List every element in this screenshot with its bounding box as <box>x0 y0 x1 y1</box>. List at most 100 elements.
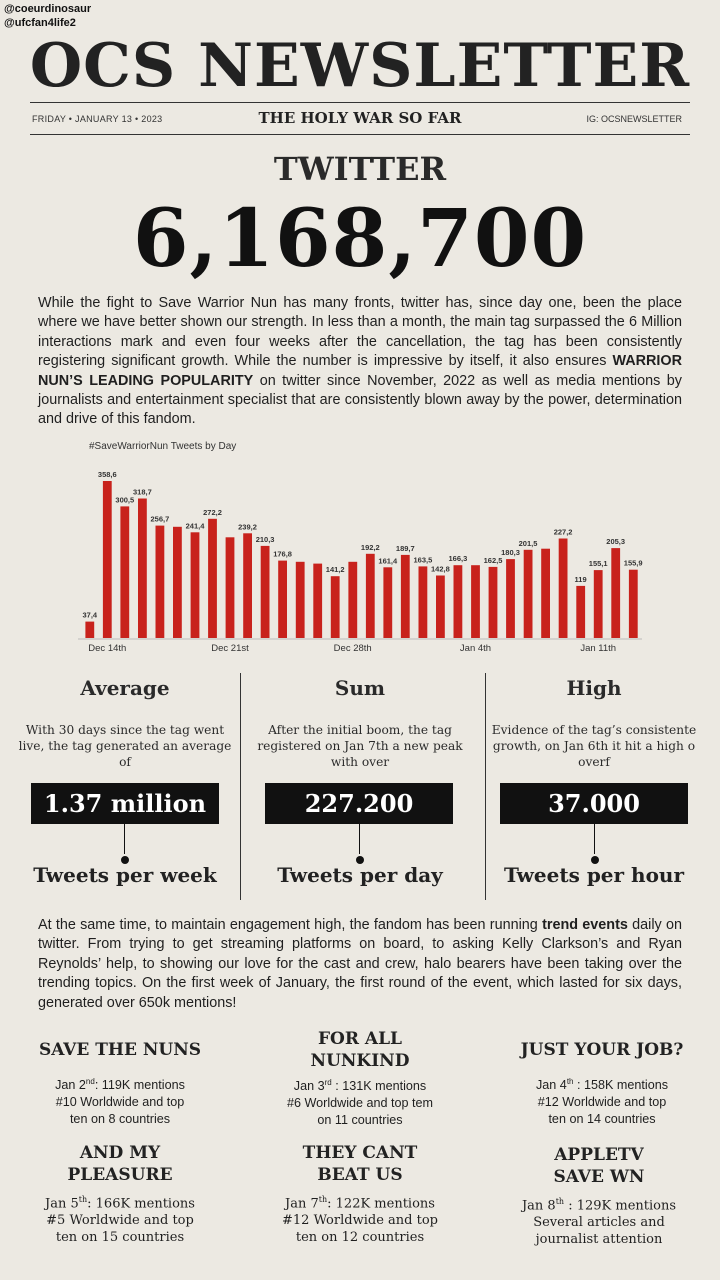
event-mention-count: : 119K mentions <box>94 1078 185 1093</box>
chart-bar <box>436 575 445 638</box>
chart-bar <box>260 545 270 638</box>
event-rank: Several articles and <box>533 1215 665 1231</box>
event-day-suffix: th <box>318 1195 328 1204</box>
section-title: TWITTER <box>273 150 447 188</box>
chart-bar <box>453 565 463 638</box>
event-title: JUST YOUR JOB? <box>520 1040 684 1060</box>
stat-average-unit: Tweets per week <box>33 863 217 887</box>
stat-high-value: 37.000 <box>500 783 688 824</box>
chart-data-label: 166,3 <box>449 554 468 563</box>
event-day-suffix: nd <box>85 1077 95 1086</box>
chart-bar <box>576 585 586 638</box>
event-save-the-nuns: SAVE THE NUNS Jan 2nd: 119K mentions #10… <box>20 1039 220 1128</box>
stat-sum-unit: Tweets per day <box>277 863 443 887</box>
chart-bar <box>348 561 358 638</box>
stat-average-dot <box>121 856 129 864</box>
stat-title: High <box>566 676 622 700</box>
chart-data-label: 201,5 <box>519 539 538 548</box>
event-just-your-job: JUST YOUR JOB? Jan 4th : 158K mentions #… <box>502 1039 702 1128</box>
event-mentions: Jan 3rd : 131K mentions <box>260 1074 460 1095</box>
chart-data-label: 192,2 <box>361 543 380 552</box>
chart-x-tick-label: Dec 28th <box>334 643 372 654</box>
event-rank: #10 Worldwide and top <box>55 1095 185 1110</box>
chart-bar <box>85 621 95 638</box>
chart-x-tick-label: Dec 21st <box>211 643 249 654</box>
author-handles: @coeurdinosaur @ufcfan4life2 <box>4 2 91 30</box>
event-day-suffix: th <box>78 1195 88 1204</box>
chart-data-label: 227,2 <box>554 528 573 537</box>
dateline: FRIDAY • JANUARY 13 • 2023 <box>32 114 163 124</box>
chart-data-label: 210,3 <box>256 535 275 544</box>
chart-bar <box>138 498 147 638</box>
chart-bar <box>541 548 550 638</box>
chart-data-label: 318,7 <box>133 488 152 497</box>
chart-bar <box>593 570 603 638</box>
event-day: Jan 4 <box>536 1078 567 1093</box>
event-rank: #5 Worldwide and top <box>46 1213 194 1229</box>
chart-bar <box>558 538 568 638</box>
event-day: Jan 5 <box>45 1196 79 1212</box>
event-title: THEY CANT BEAT US <box>302 1143 418 1185</box>
chart-bar <box>313 563 323 638</box>
stat-high-dot <box>591 856 599 864</box>
event-day-suffix: th <box>555 1197 565 1206</box>
stat-average-desc: With 30 days since the tag went live, th… <box>18 723 232 769</box>
chart-title: #SaveWarriorNun Tweets by Day <box>89 441 236 452</box>
event-title: SAVE THE NUNS <box>38 1040 202 1060</box>
event-countries: ten on 15 countries <box>55 1230 185 1246</box>
stat-sum: Sum <box>250 676 470 700</box>
chart-data-label: 155,1 <box>589 559 608 568</box>
event-countries: on 11 countries <box>317 1113 403 1128</box>
chart-bar <box>418 566 428 638</box>
chart-bar <box>243 533 252 638</box>
masthead-rule-bottom <box>30 134 690 135</box>
chart-bar <box>155 525 165 638</box>
event-for-all-nunkind: FOR ALL NUNKIND Jan 3rd : 131K mentions … <box>260 1028 460 1129</box>
chart-bar <box>330 576 340 638</box>
chart-bar <box>400 554 410 638</box>
event-mentions: Jan 2nd: 119K mentions <box>20 1073 220 1094</box>
chart-x-ticks: Dec 14th Dec 21st Dec 28th Jan 4th Jan 11th <box>88 643 616 654</box>
event-countries: journalist attention <box>535 1232 663 1248</box>
event-mention-count: : 122K mentions <box>327 1196 435 1212</box>
chart-bar <box>225 537 235 638</box>
chart-data-label: 205,3 <box>606 537 625 546</box>
event-mentions: Jan 4th : 158K mentions <box>502 1073 702 1094</box>
stat-title: Average <box>80 676 170 700</box>
stat-average-stem <box>124 824 125 854</box>
chart-bar <box>365 553 375 638</box>
stat-sum-value: 227.200 <box>265 783 453 824</box>
chart-bar <box>173 526 182 638</box>
chart-bar <box>523 549 533 638</box>
events-text-2: daily on twitter. From trying to get str… <box>38 917 682 1011</box>
event-day-suffix: rd <box>324 1078 332 1087</box>
event-day: Jan 8 <box>521 1198 556 1214</box>
intro-bold: WARRIOR NUN’S LEADING POPULARITY <box>38 353 682 389</box>
masthead-title: OCS NEWSLETTER <box>29 31 691 101</box>
event-they-cant-beat-us: THEY CANT BEAT US Jan 7th: 122K mentions… <box>260 1142 460 1246</box>
chart-data-label: 241,4 <box>186 521 206 530</box>
chart-data-label: 180,3 <box>501 548 520 557</box>
stat-average-value: 1.37 million <box>31 783 219 824</box>
event-title: AND MY PLEASURE <box>67 1143 173 1185</box>
event-title: APPLETV SAVE WN <box>553 1145 645 1187</box>
event-mention-count: : 158K mentions <box>573 1078 668 1093</box>
chart-bar <box>208 518 217 638</box>
chart-data-label: 189,7 <box>396 544 415 553</box>
event-day: Jan 3 <box>293 1079 325 1094</box>
event-mention-count: : 131K mentions <box>331 1079 427 1094</box>
chart-bar <box>295 561 305 638</box>
chart-bar <box>190 532 200 638</box>
chart-data-label: 358,6 <box>98 470 117 479</box>
chart-bar <box>611 548 621 638</box>
chart-x-tick-label: Dec 14th <box>88 643 126 654</box>
event-rank: #12 Worldwide and top <box>537 1095 667 1110</box>
chart-data-label: 239,2 <box>238 522 257 531</box>
chart-data-label: 119 <box>575 575 587 584</box>
chart-data-label: 163,5 <box>414 555 433 564</box>
event-day: Jan 7 <box>285 1196 319 1212</box>
chart-bar <box>506 559 515 638</box>
chart-bar <box>120 506 130 638</box>
stat-high-desc: Evidence of the tag’s consistente growth… <box>491 723 697 769</box>
